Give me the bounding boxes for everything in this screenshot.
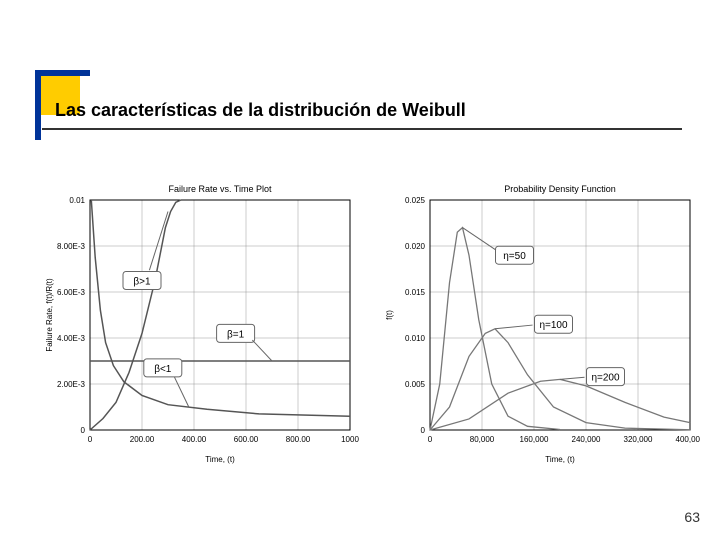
svg-text:80,000: 80,000 [470, 435, 495, 444]
svg-text:800.00: 800.00 [286, 435, 311, 444]
svg-text:4.00E-3: 4.00E-3 [57, 334, 86, 343]
slide: Las características de la distribución d… [0, 0, 720, 540]
svg-text:Failure Rate, f(t)/R(t): Failure Rate, f(t)/R(t) [45, 278, 54, 352]
svg-text:0.010: 0.010 [405, 334, 426, 343]
svg-text:0.01: 0.01 [69, 196, 85, 205]
svg-text:β<1: β<1 [154, 364, 172, 375]
svg-text:0: 0 [421, 426, 426, 435]
svg-text:f(t): f(t) [385, 310, 394, 320]
svg-text:8.00E-3: 8.00E-3 [57, 242, 86, 251]
svg-text:0: 0 [428, 435, 433, 444]
svg-text:0: 0 [81, 426, 86, 435]
svg-text:η=100: η=100 [539, 320, 568, 331]
svg-text:6.00E-3: 6.00E-3 [57, 288, 86, 297]
svg-text:600.00: 600.00 [234, 435, 259, 444]
svg-text:η=200: η=200 [591, 373, 620, 384]
svg-text:β>1: β>1 [133, 277, 151, 288]
svg-text:400.00: 400.00 [182, 435, 207, 444]
svg-text:0.005: 0.005 [405, 380, 426, 389]
svg-text:400,000: 400,000 [676, 435, 700, 444]
svg-text:1000: 1000 [341, 435, 359, 444]
svg-text:2.00E-3: 2.00E-3 [57, 380, 86, 389]
svg-text:Time, (t): Time, (t) [545, 455, 575, 464]
header-bar-left [35, 70, 41, 140]
title-underline [42, 128, 682, 130]
svg-text:Failure Rate vs. Time Plot: Failure Rate vs. Time Plot [168, 184, 272, 194]
svg-text:Probability Density Function: Probability Density Function [504, 184, 616, 194]
svg-text:Time, (t): Time, (t) [205, 455, 235, 464]
failure-rate-chart: 0 200.00 400.00 600.00 800.00 1000 0 2.00E-3 4.0… [40, 180, 360, 470]
svg-text:0.015: 0.015 [405, 288, 426, 297]
svg-text:0.025: 0.025 [405, 196, 426, 205]
page-number: 63 [684, 509, 700, 525]
svg-text:160,000: 160,000 [520, 435, 549, 444]
header-bar-top [35, 70, 90, 76]
svg-text:240,000: 240,000 [572, 435, 601, 444]
svg-text:320,000: 320,000 [624, 435, 653, 444]
svg-text:0.020: 0.020 [405, 242, 426, 251]
svg-text:200.00: 200.00 [130, 435, 155, 444]
pdf-chart: 0 80,000 160,000 240,000 320,000 400,000 0 0.00… [380, 180, 700, 470]
svg-text:0: 0 [88, 435, 93, 444]
page-title: Las características de la distribución d… [55, 100, 466, 121]
svg-text:η=50: η=50 [503, 251, 526, 262]
svg-text:β=1: β=1 [227, 329, 245, 340]
